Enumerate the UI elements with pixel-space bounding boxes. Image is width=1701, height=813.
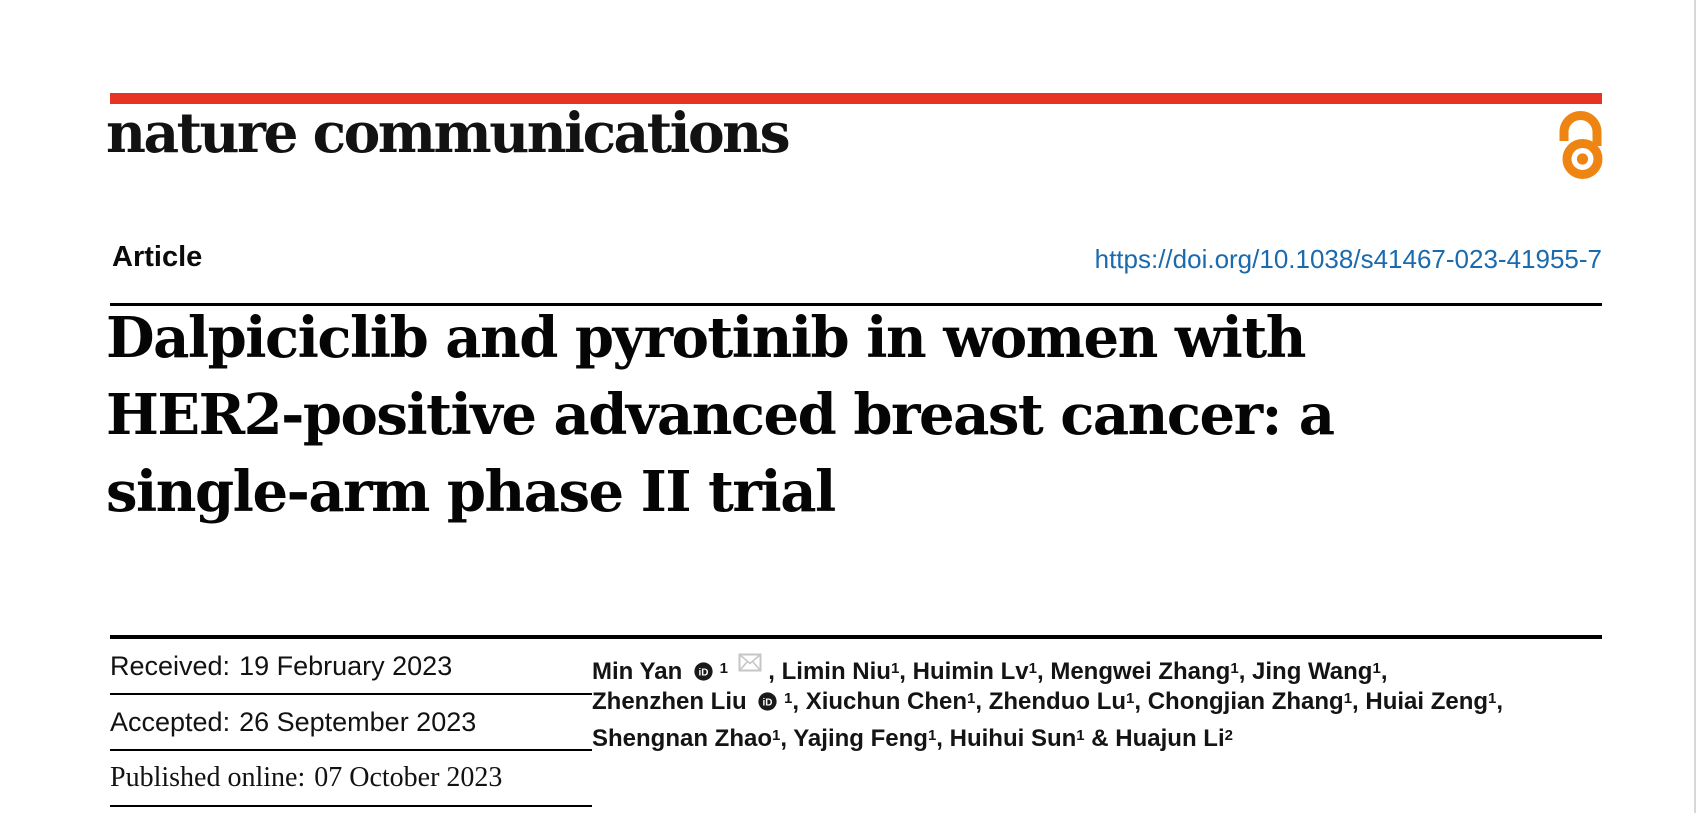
date-row: Received: 19 February 2023 (110, 639, 592, 695)
affiliation-superscript: 1 (1028, 660, 1037, 677)
author-name: Jing Wang (1252, 658, 1373, 685)
date-label: Accepted: (110, 706, 231, 737)
open-access-icon (1556, 110, 1604, 180)
author-separator: , (1352, 688, 1366, 715)
author-name: Huajun Li (1115, 725, 1225, 752)
date-value: 26 September 2023 (239, 706, 477, 737)
author-separator: , (1037, 658, 1051, 685)
doi-link[interactable]: https://doi.org/10.1038/s41467-023-41955… (1094, 244, 1602, 274)
author-separator: , (792, 688, 806, 715)
author-separator: , (936, 725, 950, 752)
author-separator: , (1380, 658, 1388, 685)
author-separator: , (780, 725, 794, 752)
author-name: Zhenzhen Liu (592, 688, 747, 715)
date-label: Received: (110, 650, 231, 681)
author-name: Yajing Feng (793, 725, 928, 752)
author-name: Limin Niu (781, 658, 891, 685)
window-right-border (1694, 0, 1696, 813)
affiliation-superscript: 1 (1343, 690, 1353, 707)
author-name: Huimin Lv (912, 658, 1029, 685)
author-name: Huihui Sun (949, 725, 1077, 752)
affiliation-superscript: 1 (1372, 660, 1381, 677)
article-header-row: Article https://doi.org/10.1038/s41467-0… (110, 240, 1602, 280)
affiliation-superscript: 1 (1488, 690, 1497, 707)
paper-title: Dalpiciclib and pyrotinib in women with … (106, 300, 1626, 531)
affiliation-superscript: 1 (772, 727, 781, 744)
affiliation-superscript: 1 (890, 660, 900, 677)
author-separator: , (1496, 688, 1504, 715)
author-list: Min Yan iD 1 , Limin Niu1, Huimin Lv1, M… (592, 646, 1632, 757)
affiliation-superscript: 1 (1230, 660, 1239, 677)
date-row: Accepted: 26 September 2023 (110, 695, 592, 751)
date-value: 07 October 2023 (314, 762, 503, 793)
header-divider (110, 303, 1602, 306)
author-separator: & (1084, 725, 1116, 752)
author-name: Huiai Zeng (1365, 688, 1489, 715)
envelope-icon[interactable] (738, 646, 762, 672)
author-separator: , (899, 658, 913, 685)
affiliation-superscript: 1 (1126, 690, 1135, 707)
date-label: Published online: (110, 762, 306, 793)
author-separator: , (768, 658, 782, 685)
author-separator: , (1134, 688, 1148, 715)
author-separator: , (975, 688, 989, 715)
author-name: Mengwei Zhang (1050, 658, 1231, 685)
affiliation-superscript: 1 (719, 660, 728, 677)
affiliation-superscript: 1 (967, 690, 976, 707)
author-name: Chongjian Zhang (1147, 688, 1344, 715)
article-type-label: Article (112, 241, 203, 273)
affiliation-superscript: 1 (927, 727, 937, 744)
date-value: 19 February 2023 (239, 650, 453, 681)
title-line-1: Dalpiciclib and pyrotinib in women with (106, 305, 1306, 371)
brand-red-bar (110, 93, 1602, 104)
date-row: Published online: 07 October 2023 (110, 751, 592, 807)
author-separator: , (1238, 658, 1253, 685)
author-line: Min Yan iD 1 , Limin Niu1, Huimin Lv1, M… (592, 646, 1632, 685)
author-name: Shengnan Zhao (592, 725, 772, 752)
author-name: Xiuchun Chen (805, 688, 968, 715)
section-divider (110, 635, 1602, 639)
author-name: Zhenduo Lu (988, 688, 1127, 715)
journal-logo: nature communications (106, 100, 791, 165)
orcid-id-icon[interactable]: iD (758, 685, 777, 711)
affiliation-superscript: 1 (784, 690, 793, 707)
svg-text:iD: iD (763, 697, 773, 708)
affiliation-superscript: 2 (1224, 727, 1233, 744)
title-line-3: single-arm phase II trial (106, 459, 836, 525)
history-dates-column: Received: 19 February 2023 Accepted: 26 Sep… (110, 639, 592, 807)
affiliation-superscript: 1 (1076, 727, 1085, 744)
svg-text:iD: iD (698, 667, 708, 678)
author-line: Shengnan Zhao1, Yajing Feng1, Huihui Sun… (592, 720, 1632, 757)
title-line-2: HER2-positive advanced breast cancer: a (106, 382, 1335, 448)
author-name: Min Yan (592, 658, 683, 685)
author-line: Zhenzhen Liu iD 1, Xiuchun Chen1, Zhendu… (592, 683, 1632, 720)
orcid-id-icon[interactable]: iD (694, 655, 713, 681)
